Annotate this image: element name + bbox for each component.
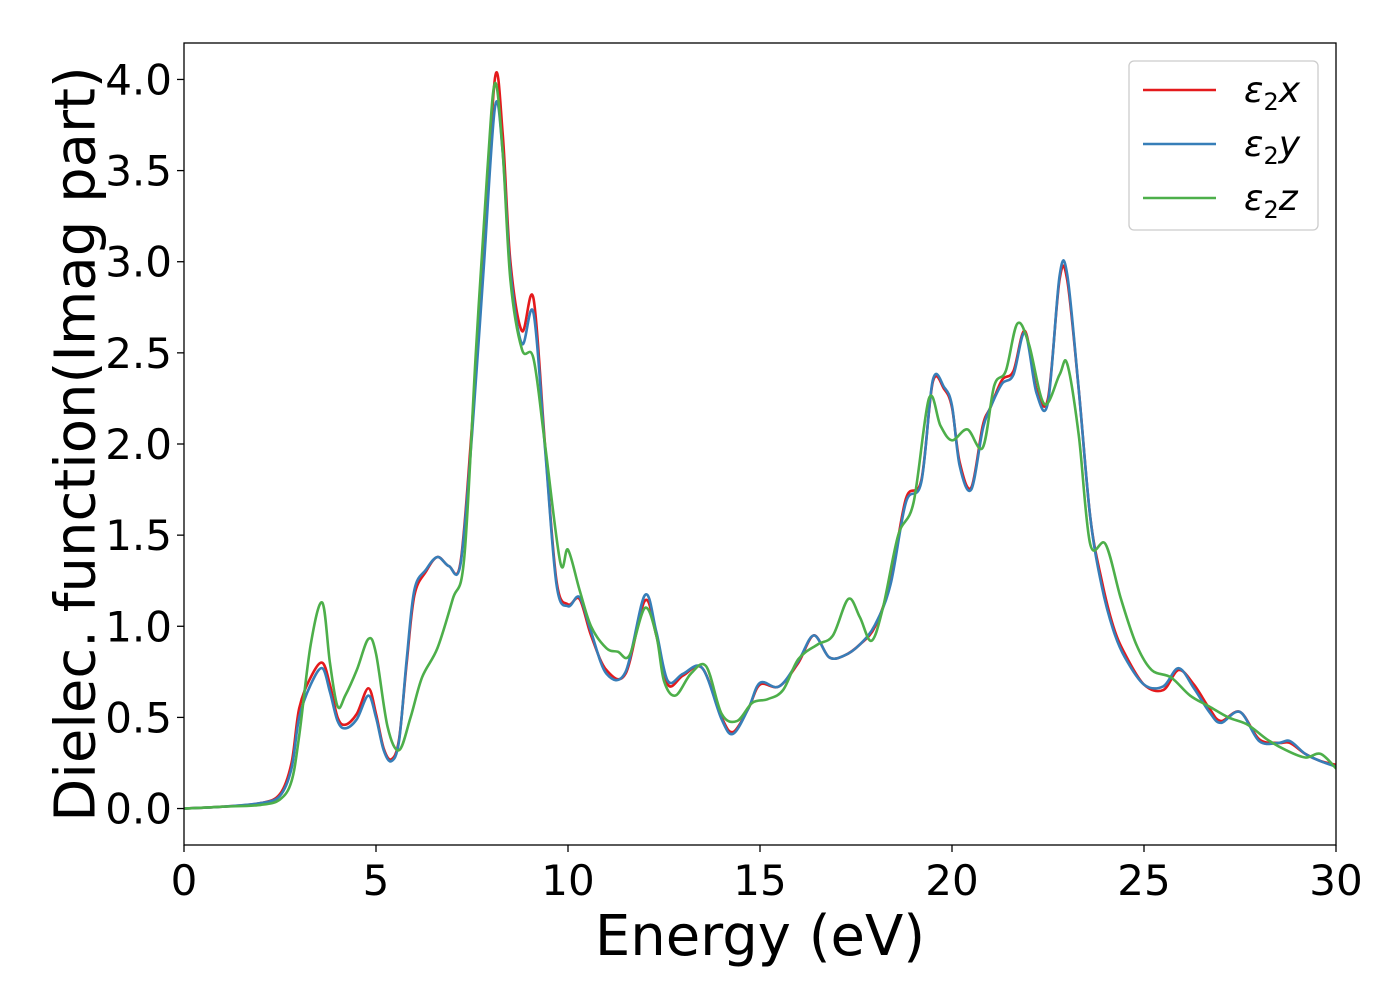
- legend-label-x: ε2x: [1244, 70, 1301, 116]
- x-tick-label: 25: [1117, 856, 1170, 905]
- x-tick-label: 20: [925, 856, 978, 905]
- legend-box: [1128, 60, 1319, 231]
- legend-label-z: ε2z: [1244, 178, 1299, 224]
- y-tick-label: 1.5: [105, 511, 172, 560]
- x-tick-label: 5: [363, 856, 390, 905]
- legend: ε2x ε2y ε2z: [1128, 60, 1319, 231]
- x-tick-label: 30: [1309, 856, 1362, 905]
- series-layer: [184, 71, 1336, 810]
- y-tick-label: 0.5: [105, 693, 172, 742]
- y-tick-label: 3.5: [105, 147, 172, 196]
- y-tick-label: 0.0: [105, 785, 172, 834]
- y-tick-label: 2.5: [105, 329, 172, 378]
- y-tick-label: 3.0: [105, 238, 172, 287]
- y-tick-label: 4.0: [105, 55, 172, 104]
- x-tick-label: 0: [171, 856, 198, 905]
- legend-label-y: ε2y: [1244, 124, 1301, 170]
- series-line-y: [184, 100, 1336, 810]
- y-axis-label: Dielec. function(Imag part): [44, 66, 109, 822]
- y-tick-label: 1.0: [105, 602, 172, 651]
- series-line-z: [184, 81, 1336, 810]
- y-tick-label: 2.0: [105, 420, 172, 469]
- x-tick-label: 10: [541, 856, 594, 905]
- x-tick-label: 15: [733, 856, 786, 905]
- x-ticks: 0 5 10 15 20 25 30: [171, 845, 1363, 905]
- x-axis-label: Energy (eV): [595, 904, 925, 969]
- y-ticks: 0.0 0.5 1.0 1.5 2.0 2.5 3.0 3.5 4.0: [105, 55, 184, 834]
